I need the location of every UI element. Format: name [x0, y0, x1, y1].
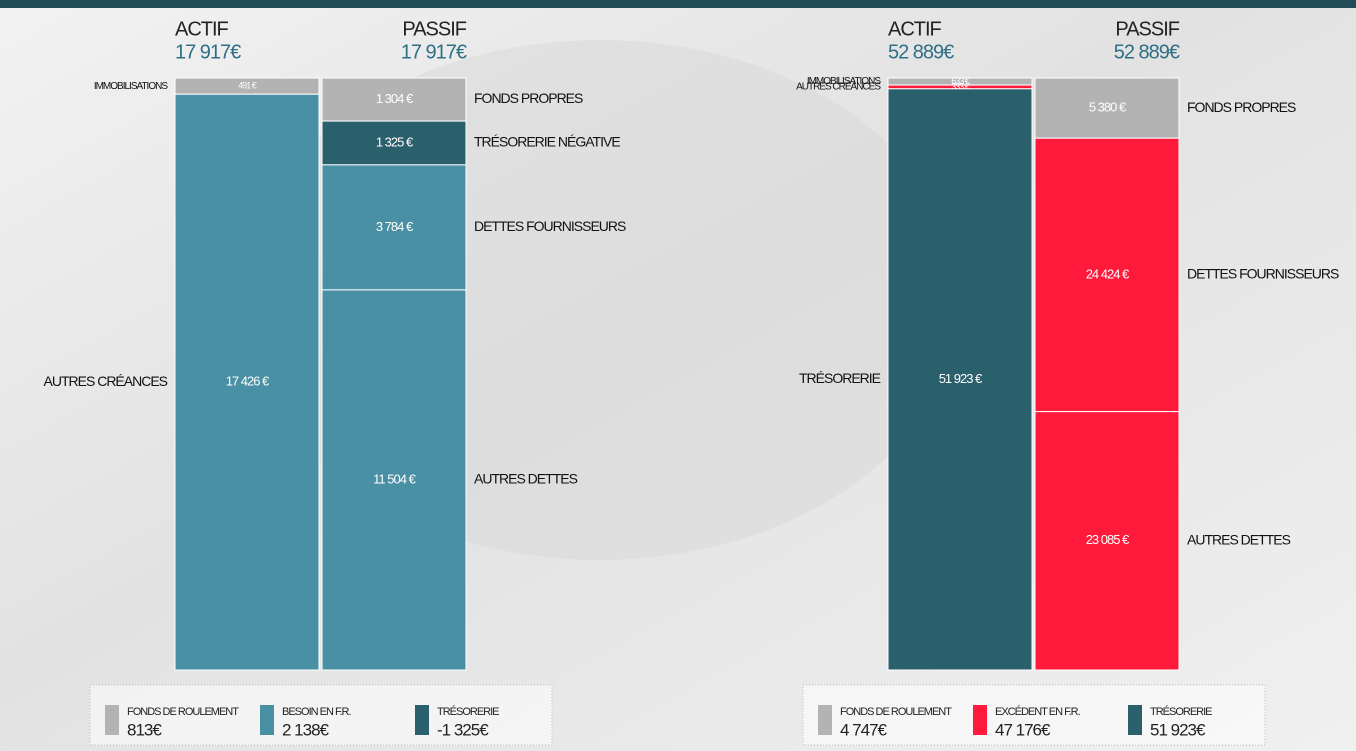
column-title: PASSIF	[1115, 18, 1179, 40]
legend-name: FONDS DE ROULEMENT	[127, 706, 239, 718]
legend-value: 51 923€	[1150, 720, 1206, 739]
column-total: 17 917€	[175, 41, 241, 63]
legend-swatch	[818, 705, 832, 735]
segment-name: AUTRES CRÉANCES	[44, 373, 168, 389]
column-title: ACTIF	[888, 18, 942, 40]
column-title: ACTIF	[175, 18, 229, 40]
legend-swatch	[415, 705, 429, 735]
legend-name: BESOIN EN F.R.	[282, 706, 351, 718]
column-title: PASSIF	[402, 18, 466, 40]
segment-value: 491 €	[238, 80, 257, 90]
segment-name: AUTRES DETTES	[474, 471, 578, 487]
segment-value: 51 923 €	[939, 371, 983, 386]
legend-swatch	[105, 705, 119, 735]
segment-name: FONDS PROPRES	[1187, 99, 1296, 115]
segment-name: TRÉSORERIE	[799, 370, 881, 386]
segment-value: 1 325 €	[376, 134, 414, 149]
legend-value: 813€	[127, 720, 162, 739]
segment-name: IMMOBILISATIONS	[94, 81, 168, 92]
legend-value: -1 325€	[437, 720, 489, 739]
legend-name: FONDS DE ROULEMENT	[840, 706, 952, 718]
segment-name: FONDS PROPRES	[474, 90, 583, 106]
legend-name: EXCÉDENT EN F.R.	[995, 705, 1081, 718]
segment-value: 17 426 €	[226, 374, 270, 389]
segment-value: 11 504 €	[373, 471, 416, 486]
top-band	[0, 0, 1356, 8]
segment-value: 5 380 €	[1089, 100, 1127, 115]
legend-swatch	[1128, 705, 1142, 735]
chart: ACTIF17 917€491 €IMMOBILISATIONS17 426 €…	[0, 0, 1356, 751]
legend-swatch	[260, 705, 274, 735]
legend-name: TRÉSORERIE	[1150, 705, 1212, 718]
legend-value: 47 176€	[995, 720, 1051, 739]
column-total: 52 889€	[1114, 41, 1180, 63]
segment-name: DETTES FOURNISSEURS	[1187, 266, 1339, 282]
segment-value: 23 085 €	[1086, 532, 1130, 547]
segment-value: 1 304 €	[376, 91, 414, 106]
column-total: 17 917€	[401, 41, 467, 63]
column-total: 52 889€	[888, 41, 954, 63]
segment-name: TRÉSORERIE NÉGATIVE	[474, 134, 620, 150]
segment-value: 3 784 €	[376, 219, 414, 234]
segment-name: DETTES FOURNISSEURS	[474, 218, 626, 234]
segment-name: AUTRES CRÉANCES	[796, 80, 881, 93]
segment-name: AUTRES DETTES	[1187, 532, 1291, 548]
legend-name: TRÉSORERIE	[437, 705, 499, 718]
legend-swatch	[973, 705, 987, 735]
legend-value: 4 747€	[840, 720, 888, 739]
segment-value: 24 424 €	[1086, 266, 1130, 281]
legend-value: 2 138€	[282, 720, 330, 739]
